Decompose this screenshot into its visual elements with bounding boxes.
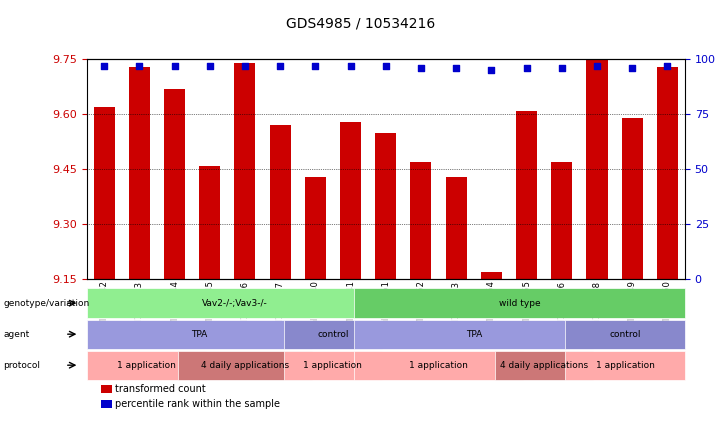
- Point: [485, 67, 497, 74]
- Text: control: control: [317, 330, 349, 339]
- Point: [309, 63, 321, 69]
- Point: [239, 63, 251, 69]
- Text: control: control: [609, 330, 641, 339]
- Bar: [94, 107, 115, 279]
- Bar: [129, 66, 150, 279]
- Text: transformed count: transformed count: [115, 384, 206, 394]
- Bar: [622, 118, 642, 279]
- Text: protocol: protocol: [4, 361, 40, 370]
- Text: GDS4985 / 10534216: GDS4985 / 10534216: [286, 17, 435, 31]
- Bar: [586, 59, 608, 279]
- Point: [591, 63, 603, 69]
- Text: 1 application: 1 application: [409, 361, 468, 370]
- Text: agent: agent: [4, 330, 30, 339]
- Bar: [375, 132, 397, 279]
- Point: [380, 63, 392, 69]
- Point: [169, 63, 180, 69]
- Text: 1 application: 1 application: [596, 361, 655, 370]
- Bar: [305, 176, 326, 279]
- Bar: [340, 121, 361, 279]
- Point: [556, 65, 567, 71]
- Text: 4 daily applications: 4 daily applications: [201, 361, 289, 370]
- Bar: [446, 176, 466, 279]
- Bar: [551, 162, 572, 279]
- Point: [275, 63, 286, 69]
- Text: wild type: wild type: [499, 299, 540, 308]
- Point: [415, 65, 427, 71]
- Point: [345, 63, 356, 69]
- Point: [627, 65, 638, 71]
- Bar: [481, 272, 502, 279]
- Point: [98, 63, 110, 69]
- Text: TPA: TPA: [466, 330, 482, 339]
- Text: TPA: TPA: [191, 330, 208, 339]
- Text: Vav2-/-;Vav3-/-: Vav2-/-;Vav3-/-: [201, 299, 267, 308]
- Bar: [657, 66, 678, 279]
- Point: [521, 65, 532, 71]
- Point: [451, 65, 462, 71]
- Point: [662, 63, 673, 69]
- Text: percentile rank within the sample: percentile rank within the sample: [115, 399, 280, 409]
- Text: 1 application: 1 application: [304, 361, 363, 370]
- Bar: [410, 162, 431, 279]
- Text: 4 daily applications: 4 daily applications: [500, 361, 588, 370]
- Text: 1 application: 1 application: [117, 361, 176, 370]
- Point: [204, 63, 216, 69]
- Bar: [199, 165, 221, 279]
- Bar: [234, 63, 255, 279]
- Bar: [164, 88, 185, 279]
- Bar: [516, 110, 537, 279]
- Point: [133, 63, 145, 69]
- Bar: [270, 125, 291, 279]
- Text: genotype/variation: genotype/variation: [4, 299, 90, 308]
